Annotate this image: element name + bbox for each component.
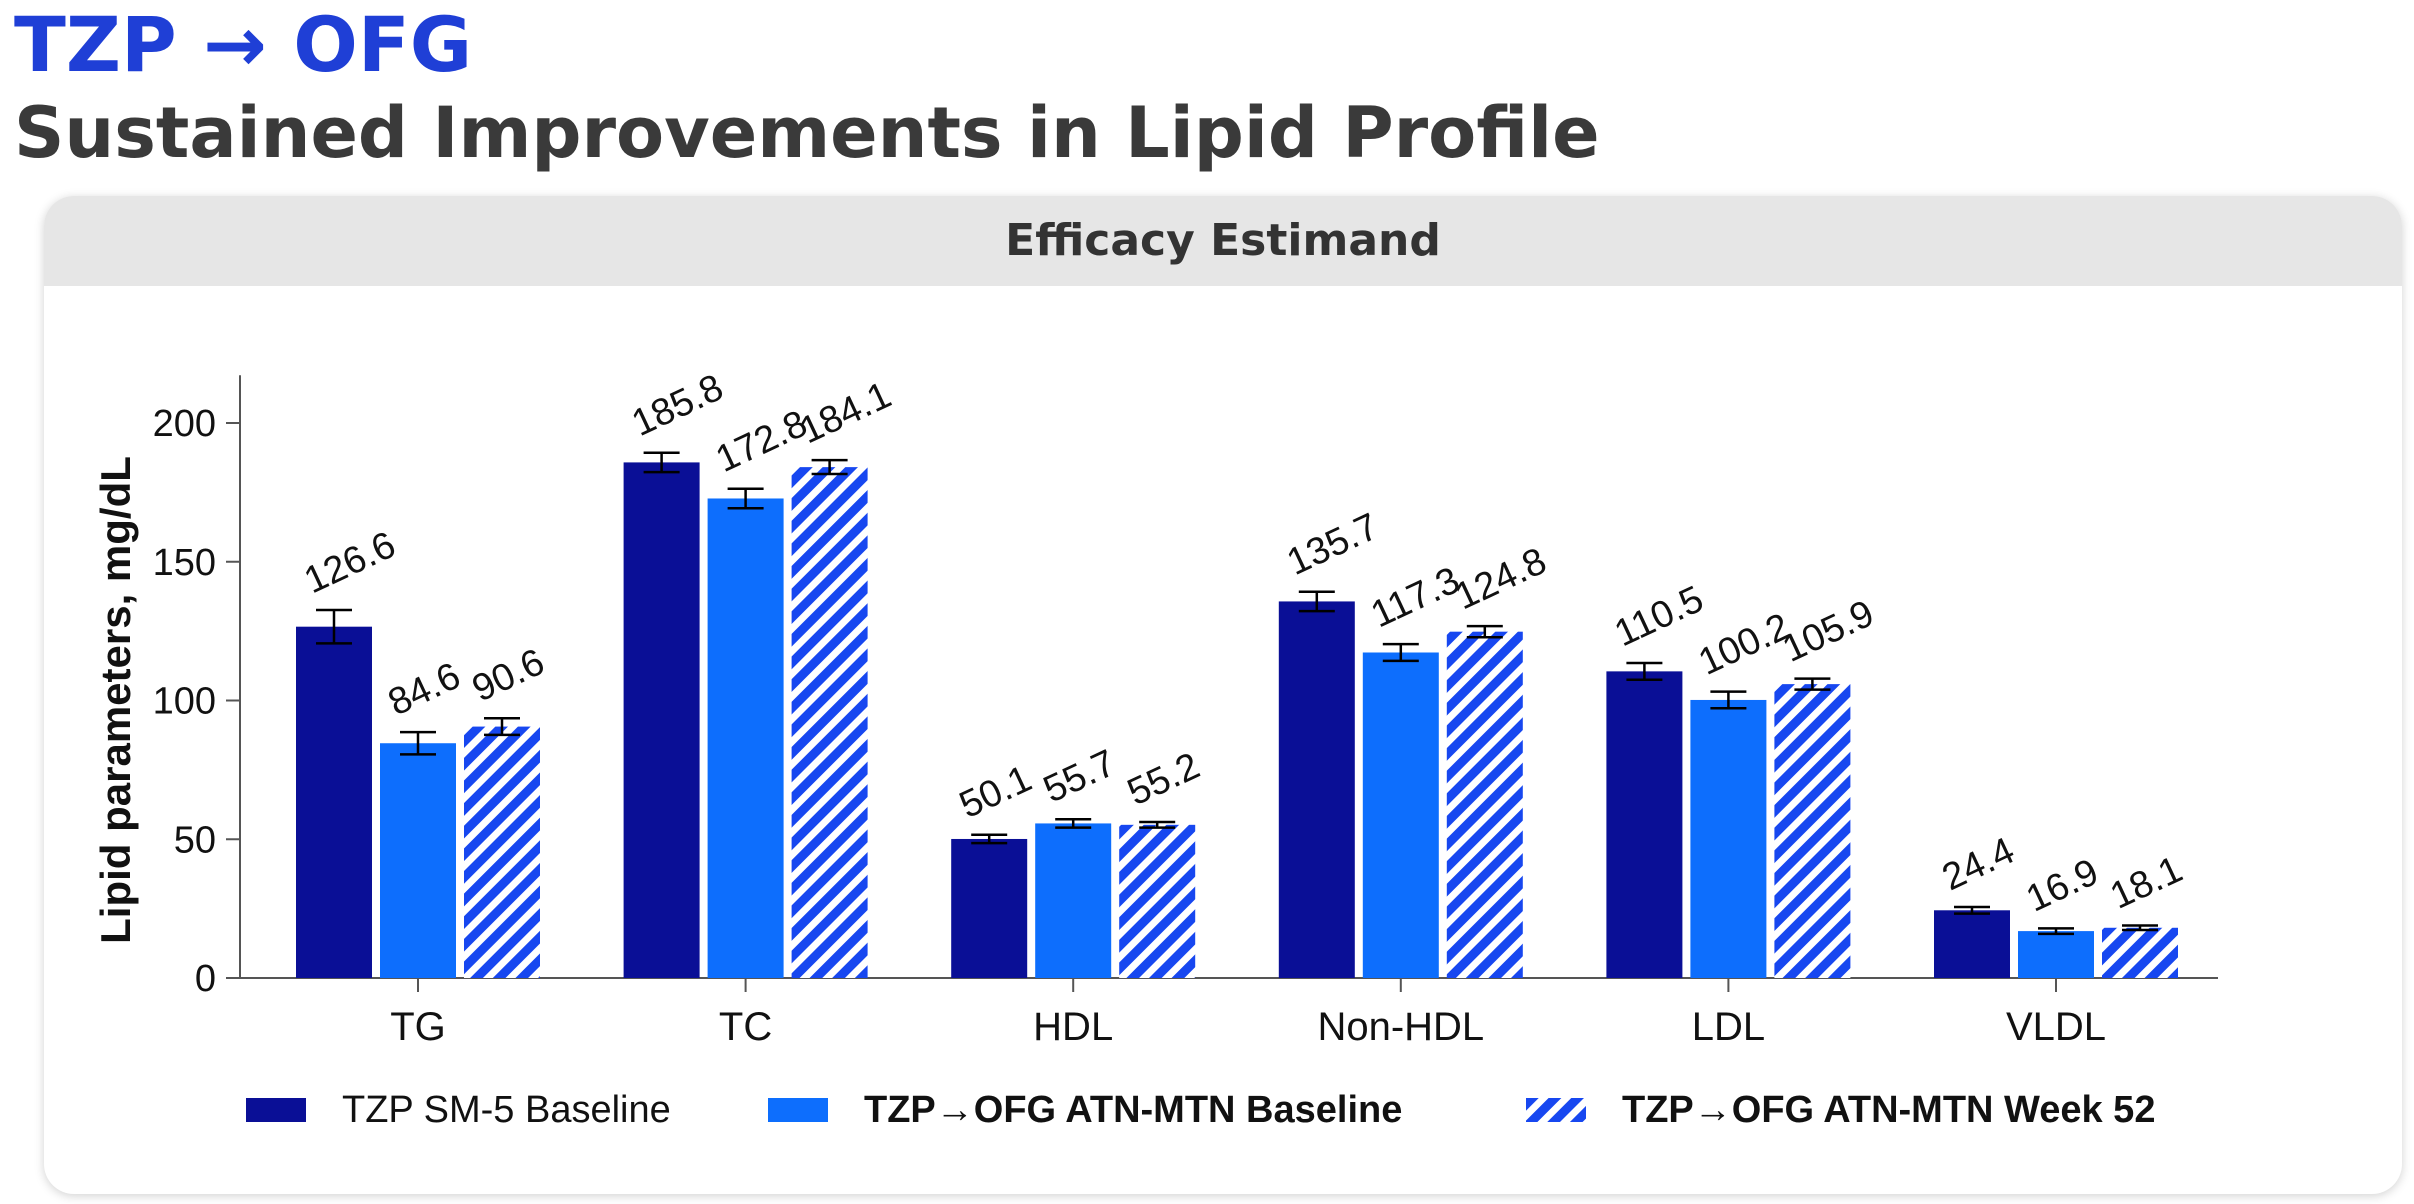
bar-tc-series-2 <box>707 498 784 978</box>
x-tick-label: TC <box>719 1005 772 1049</box>
bar-hdl-series-1 <box>951 838 1028 978</box>
bar-ldl-series-2 <box>1690 699 1767 978</box>
data-label: 18.1 <box>2104 848 2189 917</box>
bar-tc-series-1 <box>623 462 700 978</box>
error-bar <box>2038 927 2074 936</box>
error-bar <box>1139 820 1176 829</box>
y-tick-label: 100 <box>153 681 216 723</box>
chart-panel: Efficacy Estimand <box>44 196 2402 1194</box>
legend-label: TZP→OFG ATN-MTN Week 52 <box>1622 1088 2156 1131</box>
bar-tg-series-1 <box>296 626 372 978</box>
legend-label: TZP SM-5 Baseline <box>342 1088 671 1131</box>
data-label: 55.7 <box>1037 742 1122 811</box>
bar-ldl-series-1 <box>1606 671 1683 978</box>
x-tick-label: VLDL <box>2006 1005 2106 1049</box>
error-bar <box>1710 690 1747 710</box>
data-label: 105.9 <box>1776 592 1880 670</box>
slide-subtitle: Sustained Improvements in Lipid Profile <box>14 92 1600 174</box>
error-bar <box>484 717 520 737</box>
bar-vldl-series-3 <box>2102 927 2178 978</box>
legend-swatch-dark <box>246 1098 306 1122</box>
x-tick-label: HDL <box>1033 1005 1113 1049</box>
data-label: 117.3 <box>1365 559 1466 636</box>
data-label: 16.9 <box>2020 851 2105 920</box>
error-bar <box>1382 642 1419 663</box>
bar-tg-series-3 <box>464 726 540 978</box>
legend-item-sm5-baseline: TZP SM-5 Baseline <box>246 1080 671 1140</box>
error-bar <box>1954 905 1990 915</box>
data-label: 184.1 <box>794 374 898 452</box>
y-tick-label: 150 <box>153 542 216 584</box>
error-bar <box>1466 624 1503 639</box>
bar-non-hdl-series-3 <box>1446 631 1523 978</box>
x-tick-label: TG <box>390 1005 446 1049</box>
y-tick-label: 200 <box>153 403 216 445</box>
data-label: 135.7 <box>1281 506 1385 584</box>
bar-vldl-series-2 <box>2018 931 2094 978</box>
error-bar <box>1626 661 1663 681</box>
x-tick-label: LDL <box>1692 1005 1765 1049</box>
data-label: 50.1 <box>953 758 1038 827</box>
x-tick-label: Non-HDL <box>1317 1005 1484 1049</box>
error-bar <box>1055 818 1092 829</box>
error-bar <box>1794 677 1831 691</box>
bar-non-hdl-series-2 <box>1362 652 1439 978</box>
legend-swatch-hatched <box>1526 1098 1586 1122</box>
bar-hdl-series-3 <box>1119 824 1196 978</box>
error-bar <box>811 458 848 476</box>
legend-item-atn-mtn-week52: TZP→OFG ATN-MTN Week 52 <box>1526 1080 2155 1140</box>
error-bar <box>643 451 680 474</box>
error-bar <box>971 833 1008 845</box>
bar-ldl-series-3 <box>1774 684 1851 978</box>
error-bar <box>1298 590 1335 613</box>
error-bar <box>727 487 764 510</box>
chart-legend: TZP SM-5 Baseline TZP→OFG ATN-MTN Baseli… <box>0 1080 2414 1140</box>
chart-axes: 0 50 100 150 200 Lipid parameters, mg/dL TG TC H… <box>92 375 2218 1049</box>
data-label: 24.4 <box>1936 830 2021 899</box>
data-label: 55.2 <box>1121 745 1206 814</box>
y-tick-label: 50 <box>174 819 216 861</box>
bar-vldl-series-1 <box>1934 910 2010 978</box>
bar-non-hdl-series-1 <box>1278 601 1355 978</box>
error-bar <box>2122 924 2158 932</box>
data-label: 84.6 <box>382 655 467 724</box>
slide-title-tzp-ofg: TZP → OFG <box>14 0 473 89</box>
data-label: 124.8 <box>1449 540 1553 618</box>
error-bar <box>400 730 436 756</box>
y-axis-label: Lipid parameters, mg/dL <box>92 456 139 944</box>
bar-hdl-series-2 <box>1035 823 1112 978</box>
legend-label: TZP→OFG ATN-MTN Baseline <box>864 1088 1403 1131</box>
panel-title: Efficacy Estimand <box>44 196 2402 286</box>
data-label: 185.8 <box>626 367 730 445</box>
data-label: 100.2 <box>1692 606 1796 684</box>
data-label: 126.6 <box>298 524 402 602</box>
legend-swatch-bright <box>768 1098 828 1122</box>
error-bar <box>316 608 352 645</box>
bar-tg-series-2 <box>380 743 456 978</box>
chart-bars <box>296 451 2178 978</box>
y-tick-label: 0 <box>195 958 216 1000</box>
data-label: 90.6 <box>466 641 551 710</box>
legend-item-atn-mtn-baseline: TZP→OFG ATN-MTN Baseline <box>768 1080 1402 1140</box>
bar-tc-series-3 <box>791 467 868 978</box>
